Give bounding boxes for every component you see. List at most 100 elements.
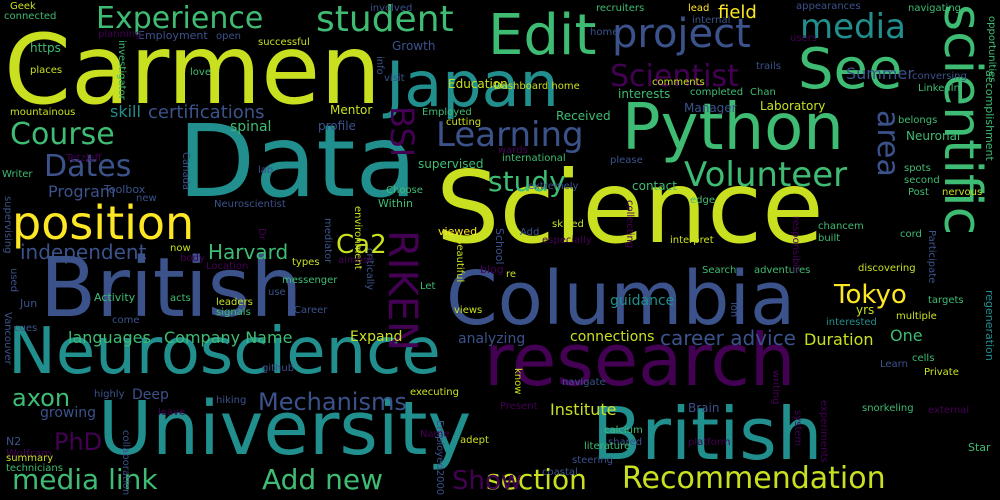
word: Company Name	[164, 328, 293, 347]
word: study	[488, 165, 566, 198]
word: now	[170, 243, 191, 254]
word: comments	[652, 77, 705, 88]
word: project	[612, 11, 751, 57]
word: Dr	[256, 228, 267, 240]
word: Laboratory	[760, 99, 826, 113]
word: blog	[480, 263, 504, 276]
word: connections	[570, 329, 655, 345]
word: Wolfram	[6, 447, 52, 460]
word: Japan	[386, 48, 559, 121]
word: Columbia	[446, 256, 796, 342]
word: types	[292, 257, 320, 268]
word: system	[792, 410, 803, 447]
word: Vancouver	[2, 312, 13, 365]
word: lead	[688, 3, 710, 14]
word: body	[180, 253, 205, 264]
word: supervised	[418, 157, 484, 171]
word: especially	[542, 235, 592, 246]
word: Geek	[10, 1, 36, 12]
word: Dashboard home	[494, 81, 580, 92]
word: navigating	[908, 3, 962, 14]
word: chancem	[818, 221, 864, 232]
word: spots	[904, 163, 931, 174]
word: recruiters	[596, 3, 645, 14]
word: Carmen	[4, 14, 382, 126]
word: Within	[378, 197, 414, 210]
word: cord	[900, 229, 922, 240]
word: Star	[968, 441, 991, 454]
word: Employed	[422, 107, 472, 118]
word: planning	[98, 29, 142, 40]
word: Neuroscience	[8, 315, 441, 389]
word: Deep	[132, 387, 169, 403]
word: PhD	[54, 428, 103, 456]
word: trails	[756, 61, 781, 72]
word: interests	[618, 87, 671, 101]
word: used	[8, 268, 19, 293]
word: analyzing	[458, 331, 526, 347]
word: calcium	[604, 425, 643, 436]
word: steering	[572, 455, 614, 466]
word: career advice	[660, 326, 796, 350]
word: navigate	[562, 377, 606, 388]
word: collecting	[624, 200, 635, 249]
word: RIKEN	[379, 230, 425, 352]
word: growing	[40, 405, 96, 421]
word: Search	[702, 265, 737, 276]
word: Present	[500, 401, 538, 412]
word: Location	[206, 261, 249, 272]
word: highly	[94, 389, 125, 400]
word: collaboration	[120, 430, 131, 496]
word: Ca2	[336, 230, 387, 260]
word: Choose	[386, 185, 423, 196]
word: leaders	[216, 297, 253, 308]
word: British	[592, 392, 823, 476]
word: certifications	[148, 102, 265, 123]
word: Employed2000	[434, 420, 445, 496]
word: Python	[622, 91, 844, 165]
word: Volunteer	[684, 155, 848, 195]
word: nervous	[942, 187, 983, 198]
word: know	[512, 368, 523, 395]
word: supervising	[2, 196, 13, 254]
word: users	[790, 33, 818, 44]
word: Dates	[44, 149, 132, 184]
word: leave	[158, 407, 186, 418]
word: area	[870, 110, 905, 177]
word: Harvard	[208, 240, 289, 264]
word: Tokyo	[834, 280, 907, 310]
word: British	[40, 241, 303, 336]
word: places	[30, 65, 63, 76]
word: adventures	[754, 265, 811, 276]
word: mediator	[322, 218, 333, 264]
word: use	[268, 287, 286, 298]
word: successful	[258, 37, 310, 48]
word: discovering	[858, 263, 916, 274]
word: come	[112, 315, 140, 326]
word: Neuronal	[906, 129, 961, 143]
word: Brain	[688, 401, 720, 415]
word: University	[98, 386, 472, 472]
word: acts	[170, 293, 191, 304]
word: interested	[826, 317, 877, 328]
word: second	[904, 175, 940, 186]
word: accomplishment	[983, 70, 996, 161]
word: Institute	[550, 400, 617, 419]
word: cues	[14, 323, 38, 334]
word: Employment	[138, 29, 208, 42]
word: cutting	[446, 117, 482, 128]
word: spinal	[230, 119, 272, 135]
word: Scientist	[610, 59, 739, 94]
word: See	[798, 37, 903, 102]
word: media	[800, 7, 906, 47]
word: N2	[6, 435, 22, 448]
word: completed	[690, 87, 744, 98]
word: hiking	[216, 395, 247, 406]
word: School	[493, 228, 506, 265]
word: viewed	[438, 225, 478, 238]
word: Expand	[350, 329, 403, 345]
word: interpret	[670, 235, 714, 246]
word: built	[818, 233, 841, 244]
word: internal	[692, 15, 731, 26]
